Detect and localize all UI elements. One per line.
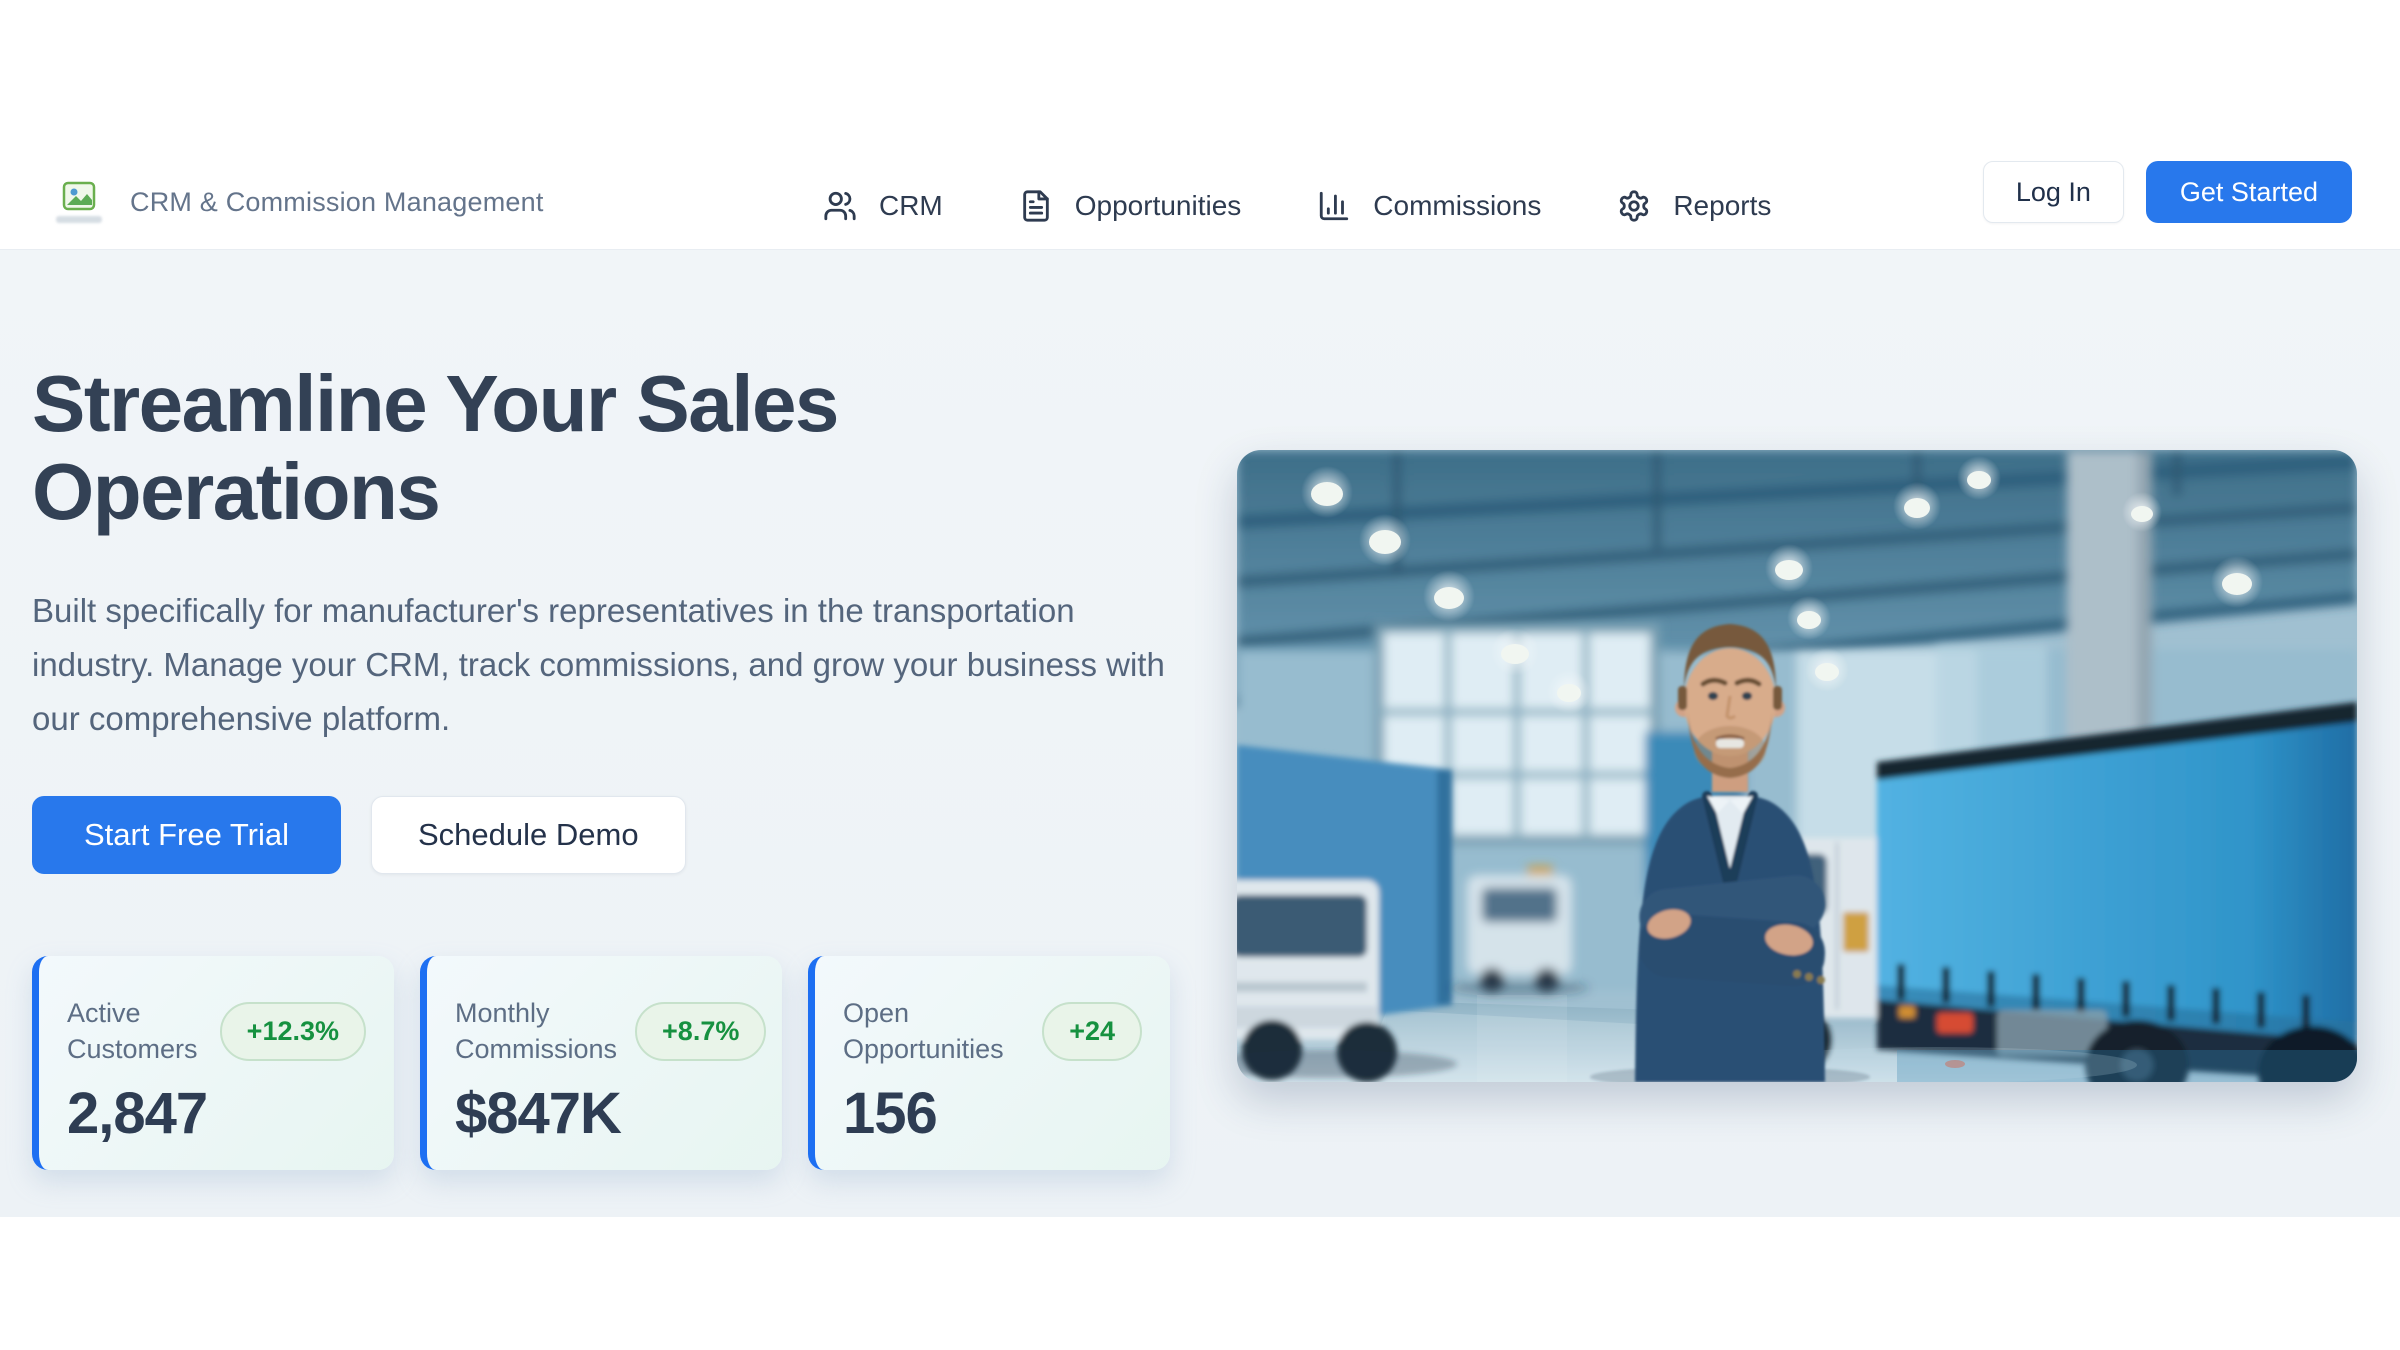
bar-chart-icon <box>1320 191 1349 221</box>
stats-row: Active Customers +12.3% 2,847 Monthly Co… <box>32 956 1212 1171</box>
stat-value: $847K <box>455 1080 622 1146</box>
stat-label: Monthly Commissions <box>455 998 618 1064</box>
brand: CRM & Commission Management <box>56 181 544 223</box>
stat-label: Open Opportunities <box>843 998 1004 1064</box>
main-nav: CRM Opportunities Commissions Reports <box>823 189 1771 223</box>
stat-top: Open Opportunities +24 <box>843 996 1142 1067</box>
nav-label: CRM <box>878 190 943 221</box>
stat-label: Active Customers <box>67 998 198 1064</box>
cta-row: Start Free Trial Schedule Demo <box>32 796 1212 875</box>
hero-photo <box>1237 450 2357 1082</box>
nav-item-opportunities[interactable]: Opportunities <box>1019 189 1242 223</box>
stat-card-open-opportunities: Open Opportunities +24 156 <box>808 956 1170 1171</box>
logo <box>56 181 102 223</box>
page-title: Streamline Your Sales Operations <box>32 359 839 536</box>
stat-top: Active Customers +12.3% <box>67 996 366 1067</box>
stat-change-badge: +8.7% <box>635 1002 767 1062</box>
scene-left-truck <box>1237 745 1457 1082</box>
users-icon <box>824 191 856 221</box>
nav-label: Opportunities <box>1074 190 1242 221</box>
nav-label: Commissions <box>1373 190 1542 221</box>
hero-content: Streamline Your Sales Operations Built s… <box>32 359 1212 1171</box>
stat-value: 156 <box>843 1080 938 1146</box>
scene-person <box>1590 624 1870 1082</box>
file-text-icon <box>1023 190 1049 222</box>
stat-value: 2,847 <box>67 1080 208 1146</box>
nav-item-crm[interactable]: CRM <box>823 189 943 223</box>
nav-label: Reports <box>1673 190 1772 221</box>
scene-lights <box>1301 456 2263 714</box>
nav-item-commissions[interactable]: Commissions <box>1317 189 1541 223</box>
start-free-trial-button[interactable]: Start Free Trial <box>32 796 341 875</box>
brand-name: CRM & Commission Management <box>130 186 544 217</box>
header-actions: Log In Get Started <box>1982 161 2352 223</box>
stat-change-badge: +12.3% <box>219 1002 366 1062</box>
nav-item-reports[interactable]: Reports <box>1617 189 1771 223</box>
stat-top: Monthly Commissions +8.7% <box>455 996 767 1067</box>
warehouse-scene <box>1237 450 2357 1082</box>
logo-alt-caption <box>56 216 102 223</box>
hero-description: Built specifically for manufacturer's re… <box>32 592 1165 738</box>
gear-icon <box>1620 190 1649 222</box>
stat-card-active-customers: Active Customers +12.3% 2,847 <box>32 956 394 1171</box>
header: CRM & Commission Management CRM Opportun… <box>0 0 2400 250</box>
broken-image-icon <box>62 181 96 211</box>
stat-card-monthly-commissions: Monthly Commissions +8.7% $847K <box>420 956 782 1171</box>
stat-change-badge: +24 <box>1042 1002 1142 1062</box>
login-button[interactable]: Log In <box>1982 161 2124 223</box>
hero-section: Streamline Your Sales Operations Built s… <box>0 250 2400 1217</box>
schedule-demo-button[interactable]: Schedule Demo <box>371 796 686 875</box>
get-started-button[interactable]: Get Started <box>2145 161 2352 223</box>
